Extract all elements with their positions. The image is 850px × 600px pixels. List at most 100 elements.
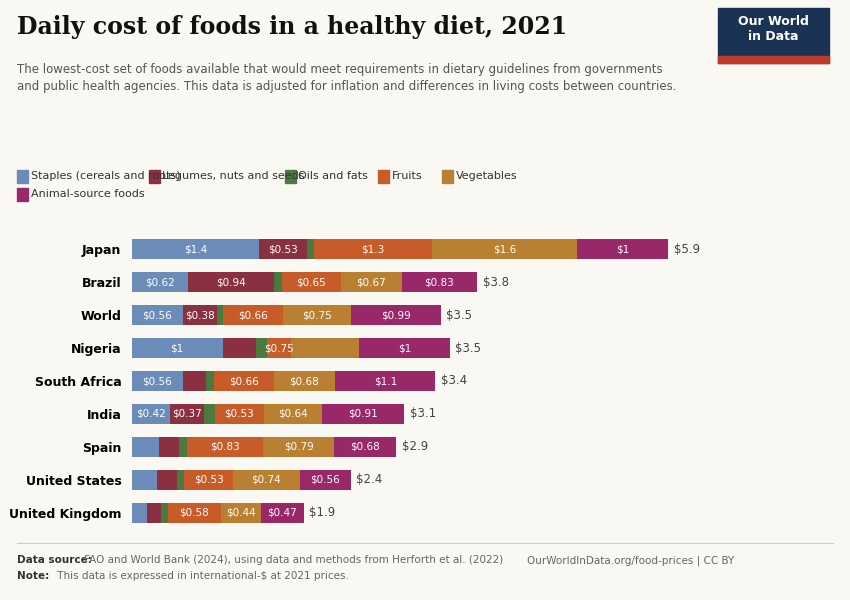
Text: $0.94: $0.94: [216, 277, 246, 287]
Text: $0.99: $0.99: [381, 310, 411, 320]
Bar: [179, 437, 187, 457]
Text: $0.75: $0.75: [264, 343, 294, 353]
Text: Staples (cereals and roots): Staples (cereals and roots): [31, 172, 180, 181]
Bar: [257, 338, 267, 358]
Bar: [187, 437, 263, 457]
Bar: [307, 239, 314, 259]
Text: Animal-source foods: Animal-source foods: [31, 190, 144, 199]
Bar: [183, 371, 207, 391]
Text: $0.83: $0.83: [210, 442, 240, 452]
Text: $0.64: $0.64: [278, 409, 308, 419]
Bar: [147, 503, 161, 523]
Text: The lowest-cost set of foods available that would meet requirements in dietary g: The lowest-cost set of foods available t…: [17, 63, 677, 93]
Text: Legumes, nuts and seeds: Legumes, nuts and seeds: [162, 172, 305, 181]
Text: $1: $1: [171, 343, 184, 353]
Bar: [577, 239, 668, 259]
Bar: [334, 437, 396, 457]
Bar: [132, 272, 188, 292]
Bar: [170, 404, 203, 424]
Bar: [184, 470, 233, 490]
Bar: [161, 503, 168, 523]
Bar: [132, 503, 147, 523]
Bar: [159, 437, 179, 457]
Text: $0.58: $0.58: [179, 508, 209, 518]
Text: $0.83: $0.83: [425, 277, 455, 287]
Text: Vegetables: Vegetables: [456, 172, 517, 181]
Text: $1.9: $1.9: [309, 506, 335, 520]
Text: $1.3: $1.3: [361, 244, 384, 254]
Text: $1.4: $1.4: [184, 244, 207, 254]
Text: $1: $1: [616, 244, 629, 254]
Text: $0.38: $0.38: [185, 310, 215, 320]
Bar: [432, 239, 577, 259]
Bar: [402, 272, 477, 292]
Bar: [263, 437, 334, 457]
Text: $0.56: $0.56: [142, 376, 172, 386]
Text: $0.42: $0.42: [136, 409, 166, 419]
Text: $0.79: $0.79: [284, 442, 314, 452]
Text: Note:: Note:: [17, 571, 49, 581]
Bar: [132, 239, 259, 259]
Text: $0.66: $0.66: [229, 376, 258, 386]
Text: $1.1: $1.1: [374, 376, 397, 386]
Text: $0.44: $0.44: [226, 508, 256, 518]
Bar: [132, 437, 159, 457]
Bar: [322, 404, 405, 424]
Text: $0.74: $0.74: [252, 475, 281, 485]
Bar: [215, 404, 264, 424]
Bar: [718, 56, 829, 63]
Bar: [183, 305, 218, 325]
Text: $3.5: $3.5: [456, 341, 481, 355]
Text: $0.53: $0.53: [224, 409, 254, 419]
Bar: [267, 338, 291, 358]
Text: Oils and fats: Oils and fats: [298, 172, 368, 181]
Bar: [223, 305, 283, 325]
Text: $1: $1: [398, 343, 411, 353]
Bar: [203, 404, 215, 424]
Text: $0.68: $0.68: [350, 442, 380, 452]
Text: $0.67: $0.67: [356, 277, 386, 287]
Text: Fruits: Fruits: [392, 172, 422, 181]
Bar: [221, 503, 261, 523]
Text: Daily cost of foods in a healthy diet, 2021: Daily cost of foods in a healthy diet, 2…: [17, 15, 567, 39]
Bar: [314, 239, 432, 259]
Bar: [157, 470, 177, 490]
Bar: [283, 305, 351, 325]
Text: $0.53: $0.53: [269, 244, 298, 254]
Bar: [300, 470, 351, 490]
Text: Our World
in Data: Our World in Data: [738, 15, 809, 43]
Bar: [132, 338, 223, 358]
Bar: [132, 305, 183, 325]
Bar: [132, 470, 157, 490]
Bar: [213, 371, 274, 391]
Bar: [188, 272, 274, 292]
Bar: [274, 371, 336, 391]
Bar: [274, 272, 281, 292]
Bar: [341, 272, 402, 292]
Text: FAO and World Bank (2024), using data and methods from Herforth et al. (2022): FAO and World Bank (2024), using data an…: [81, 555, 503, 565]
Text: $0.62: $0.62: [145, 277, 175, 287]
Bar: [223, 338, 257, 358]
Bar: [218, 305, 223, 325]
Text: $0.53: $0.53: [194, 475, 224, 485]
Text: $0.56: $0.56: [142, 310, 172, 320]
Bar: [264, 404, 322, 424]
Text: $2.9: $2.9: [402, 440, 428, 454]
Text: $5.9: $5.9: [673, 242, 700, 256]
Text: $1.6: $1.6: [493, 244, 516, 254]
Text: $2.4: $2.4: [356, 473, 382, 487]
Text: $3.1: $3.1: [410, 407, 436, 421]
Text: $0.47: $0.47: [267, 508, 297, 518]
Text: Data source:: Data source:: [17, 555, 92, 565]
Bar: [359, 338, 450, 358]
Text: OurWorldInData.org/food-prices | CC BY: OurWorldInData.org/food-prices | CC BY: [527, 555, 734, 565]
Text: $3.4: $3.4: [441, 374, 467, 388]
Text: $3.5: $3.5: [446, 308, 473, 322]
Bar: [259, 239, 307, 259]
Bar: [261, 503, 303, 523]
Text: $0.91: $0.91: [348, 409, 378, 419]
Text: $0.56: $0.56: [310, 475, 340, 485]
Text: $0.66: $0.66: [238, 310, 268, 320]
Bar: [336, 371, 435, 391]
Bar: [177, 470, 184, 490]
